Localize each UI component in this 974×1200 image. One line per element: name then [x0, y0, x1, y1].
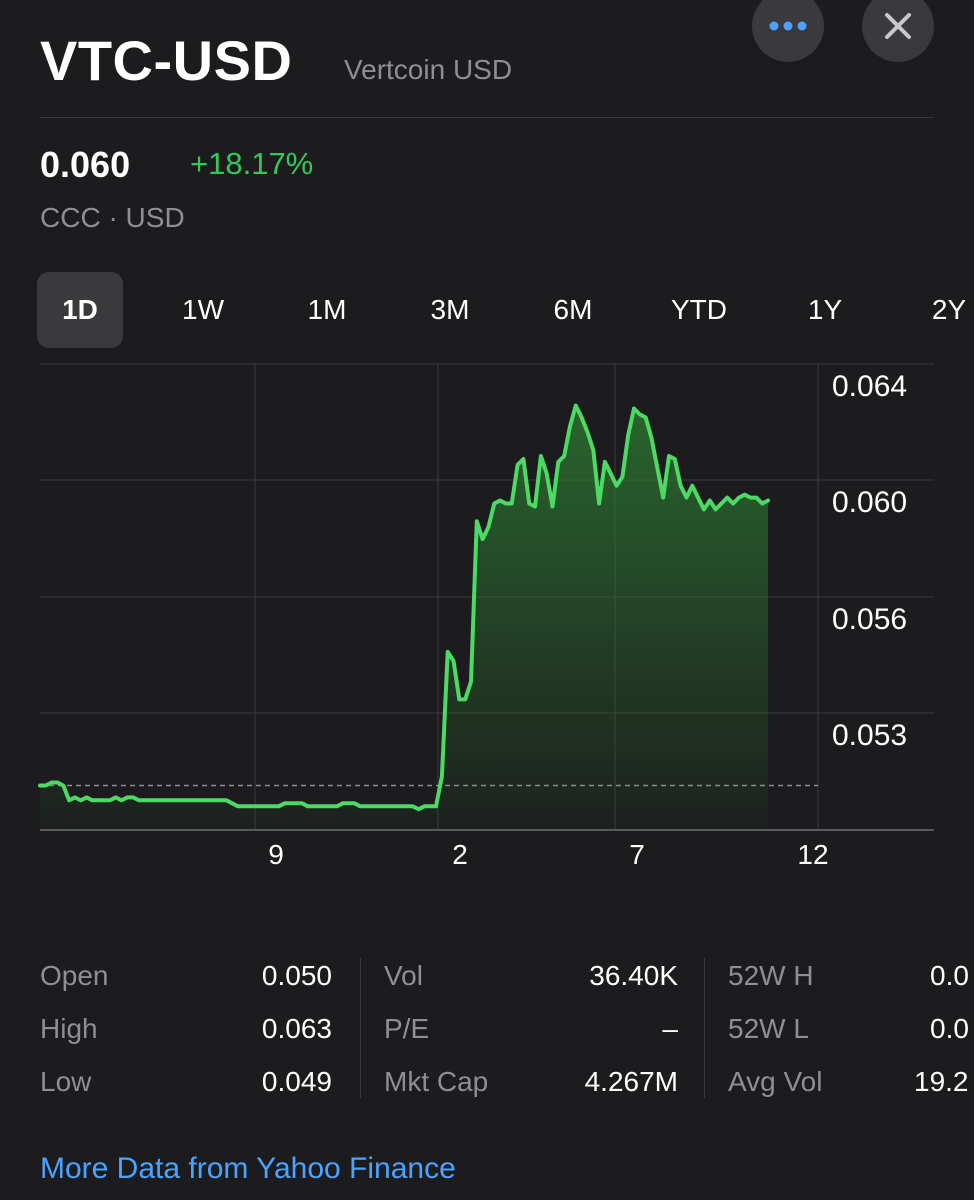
- stat-vol: Vol 36.40K: [384, 954, 678, 998]
- tab-ytd[interactable]: YTD: [671, 294, 727, 325]
- tab-2y[interactable]: 2Y: [931, 294, 967, 325]
- stat-mkt-cap: Mkt Cap 4.267M: [384, 1060, 678, 1104]
- price-change: +18.17%: [190, 146, 314, 181]
- price-chart-svg: 0.064 0.060 0.056 0.053 9 2 7 12: [38, 363, 934, 870]
- y-tick-label: 0.053: [832, 719, 907, 752]
- stat-label: Mkt Cap: [384, 1066, 489, 1097]
- series-area: [40, 405, 768, 830]
- tab-1m[interactable]: 1M: [307, 294, 347, 325]
- y-tick-label: 0.056: [832, 603, 907, 636]
- tab-1w[interactable]: 1W: [182, 294, 224, 325]
- stat-high: High 0.063: [40, 1007, 332, 1051]
- stat-label: 52W L: [728, 1013, 809, 1044]
- stat-label: Low: [40, 1066, 92, 1097]
- stat-value: 36.40K: [589, 960, 678, 991]
- stat-label: Avg Vol: [728, 1066, 823, 1097]
- more-button[interactable]: [752, 0, 824, 62]
- tab-1d[interactable]: 1D: [37, 272, 123, 348]
- stat-value: 0.063: [261, 1013, 332, 1044]
- stat-52w-high: 52W H 0.0: [728, 954, 974, 998]
- x-tick-label: 7: [629, 839, 645, 870]
- stats-table: Open 0.050 High 0.063 Low 0.049 Vol 36.4…: [40, 952, 974, 1112]
- tab-3m[interactable]: 3M: [430, 294, 470, 325]
- stat-value: 0.0: [930, 960, 969, 991]
- current-price: 0.060: [40, 144, 131, 185]
- x-tick-label: 12: [797, 839, 828, 870]
- more-data-link[interactable]: More Data from Yahoo Finance: [40, 1152, 456, 1185]
- ticker-name: Vertcoin USD: [344, 54, 513, 85]
- series-line: [38, 403, 770, 812]
- y-tick-label: 0.060: [832, 486, 907, 519]
- stat-label: Open: [40, 960, 109, 991]
- stat-label: P/E: [384, 1013, 430, 1044]
- stat-value: 4.267M: [584, 1066, 678, 1097]
- stat-avg-vol: Avg Vol 19.2: [728, 1060, 974, 1104]
- stat-value: –: [662, 1013, 678, 1044]
- stat-value: 0.0: [930, 1013, 969, 1044]
- stat-value: 0.049: [261, 1066, 332, 1097]
- header-divider: [40, 117, 934, 118]
- tab-6m[interactable]: 6M: [553, 294, 593, 325]
- y-tick-label: 0.064: [832, 370, 907, 403]
- stat-value: 0.050: [261, 960, 332, 991]
- x-tick-label: 9: [268, 839, 284, 870]
- stat-label: Vol: [384, 960, 423, 991]
- stat-open: Open 0.050: [40, 954, 332, 998]
- stat-52w-low: 52W L 0.0: [728, 1007, 974, 1051]
- exchange-currency: CCC · USD: [40, 202, 185, 233]
- range-tabs: 1D 1W 1M 3M 6M YTD 1Y 2Y: [0, 272, 974, 348]
- ellipsis-icon: [769, 21, 807, 31]
- stat-pe: P/E –: [384, 1007, 678, 1051]
- x-tick-label: 2: [452, 839, 468, 870]
- price-chart[interactable]: 0.064 0.060 0.056 0.053 9 2 7 12: [0, 352, 974, 882]
- stats-divider: [704, 958, 705, 1098]
- tab-1y[interactable]: 1Y: [807, 294, 843, 325]
- stat-label: 52W H: [728, 960, 814, 991]
- close-button[interactable]: [862, 0, 934, 62]
- close-icon: [885, 13, 911, 39]
- stat-label: High: [40, 1013, 98, 1044]
- ticker-symbol: VTC-USD: [40, 29, 293, 92]
- stat-low: Low 0.049: [40, 1060, 332, 1104]
- stat-value: 19.2: [914, 1066, 969, 1097]
- stats-divider: [360, 958, 361, 1098]
